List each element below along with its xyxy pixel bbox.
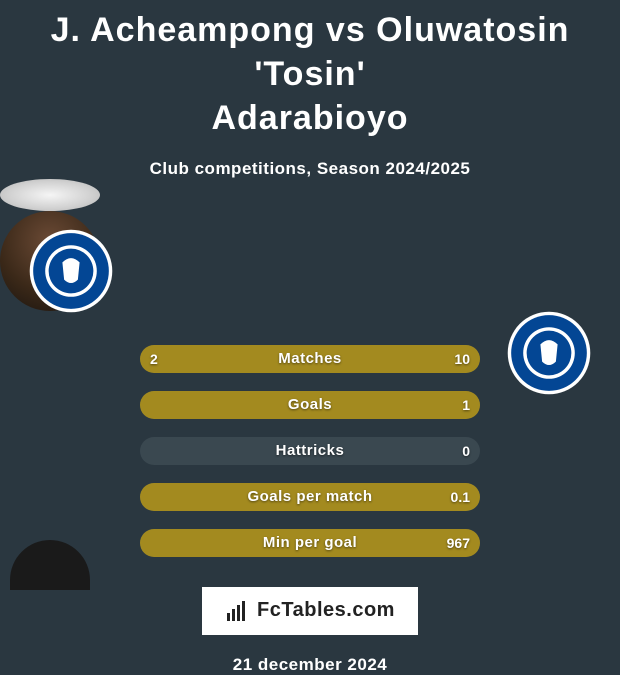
stat-label: Goals [140, 391, 480, 419]
stat-row: Goals1 [140, 391, 480, 419]
comparison-chart: Matches210Goals1Hattricks0Goals per matc… [0, 345, 620, 575]
stat-label: Hattricks [140, 437, 480, 465]
title-line-2: Adarabioyo [211, 99, 408, 137]
bar-chart-icon [225, 599, 249, 623]
footer-attribution: FcTables.com [202, 587, 418, 635]
stat-value-right: 1 [462, 391, 470, 419]
stat-row: Hattricks0 [140, 437, 480, 465]
stat-row: Goals per match0.1 [140, 483, 480, 511]
stat-label: Min per goal [140, 529, 480, 557]
footer-brand-text: FcTables.com [257, 599, 395, 622]
stat-value-right: 0.1 [451, 483, 470, 511]
stat-value-right: 0 [462, 437, 470, 465]
player-left-avatar [0, 179, 100, 211]
page-title: J. Acheampong vs Oluwatosin 'Tosin' Adar… [0, 0, 620, 141]
subtitle: Club competitions, Season 2024/2025 [0, 159, 620, 179]
stat-value-right: 10 [454, 345, 470, 373]
club-left-badge [28, 228, 114, 314]
stat-label: Matches [140, 345, 480, 373]
stat-row: Min per goal967 [140, 529, 480, 557]
stat-row: Matches2 10 [140, 345, 480, 373]
chelsea-crest-icon [28, 228, 114, 314]
date-text: 21 december 2024 [0, 655, 620, 675]
stat-value-right: 967 [447, 529, 470, 557]
stat-value-left: 2 [150, 345, 158, 373]
stat-label: Goals per match [140, 483, 480, 511]
title-line-1: J. Acheampong vs Oluwatosin 'Tosin' [51, 11, 570, 93]
